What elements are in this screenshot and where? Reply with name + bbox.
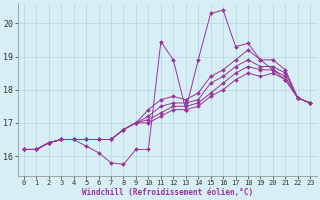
X-axis label: Windchill (Refroidissement éolien,°C): Windchill (Refroidissement éolien,°C) [82,188,253,197]
